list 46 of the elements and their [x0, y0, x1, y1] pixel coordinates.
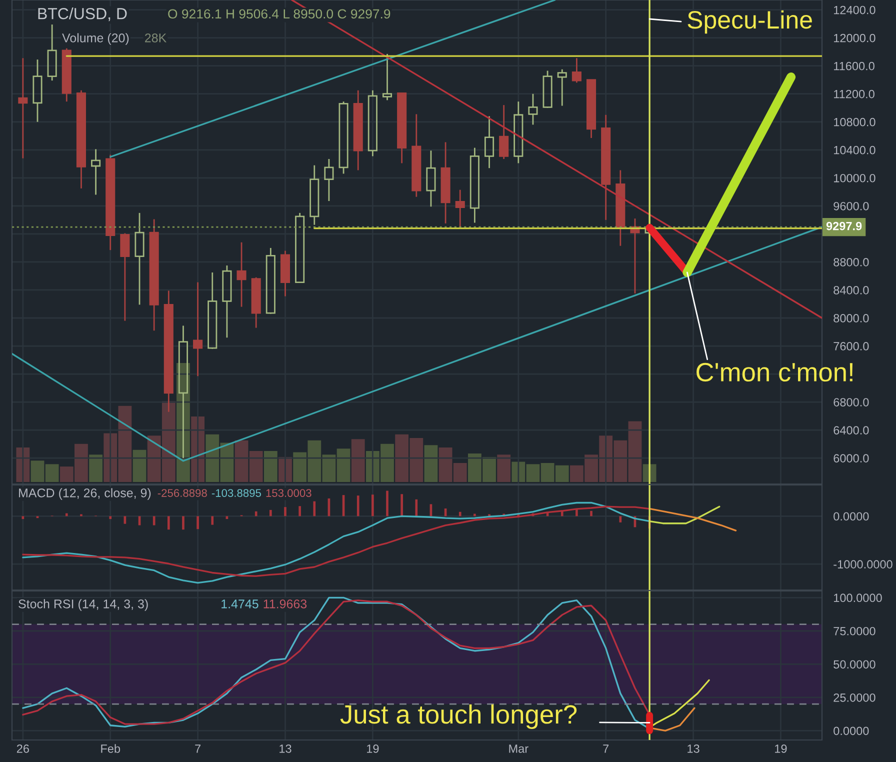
- y-tick-label: 10800.0: [834, 118, 876, 126]
- x-tick-label: 19: [367, 744, 379, 753]
- x-tick-label: 26: [16, 744, 29, 753]
- annotation: -103.8895: [212, 489, 261, 497]
- y-tick-label: 12400.0: [834, 6, 876, 14]
- y-tick-label: 6800.0: [834, 398, 869, 406]
- y-tick-label: 11200.0: [834, 90, 874, 98]
- y-tick-label: 8800.0: [834, 258, 869, 266]
- y-tick-label: 10000.0: [834, 174, 876, 182]
- annotation: 1.4745: [222, 600, 258, 608]
- y-tick-label: 11600.0: [834, 62, 874, 70]
- y-tick-label: -1000.0000: [834, 560, 892, 569]
- x-tick-label: Mar: [509, 744, 528, 753]
- x-tick-label: Feb: [101, 744, 120, 753]
- annotation: C'mon c'mon!: [696, 362, 852, 382]
- annotation: 11.9663: [264, 600, 307, 608]
- x-tick-label: 19: [775, 744, 787, 753]
- y-tick-label: 0.0000: [834, 512, 869, 521]
- y-tick-label: 75.0000: [834, 626, 876, 636]
- y-tick-label: 6400.0: [834, 426, 869, 434]
- y-tick-label: 8400.0: [834, 286, 869, 294]
- x-tick-label: 13: [688, 744, 700, 753]
- annotation: 28K: [145, 34, 166, 42]
- text: O 9216.1 H 9506.4 L 8950.0 C 9297.9: [168, 9, 390, 19]
- chart-title: BTC/USD, D: [38, 8, 127, 22]
- annotation: 153.0003: [266, 489, 312, 497]
- text: Stoch RSI (14, 14, 3, 3): [18, 599, 148, 611]
- chart-title: Volume (20): [62, 33, 129, 45]
- y-tick-label: 8000.0: [834, 314, 869, 322]
- y-tick-label: 12000.0: [834, 34, 876, 42]
- y-tick-label: 25.0000: [834, 693, 876, 702]
- ref-line-label: Specu-Line: [688, 10, 812, 34]
- x-tick-label: 7: [603, 744, 609, 753]
- y-tick-label: 6000.0: [834, 454, 869, 462]
- x-tick-label: 7: [195, 744, 200, 753]
- y-tick-label: 50.0000: [834, 660, 876, 669]
- annotation: -256.8898: [158, 489, 207, 497]
- y-tick-label: 100.0000: [834, 594, 882, 602]
- y-tick-label: 10400.0: [834, 146, 876, 154]
- y-tick-label: 7600.0: [834, 342, 869, 350]
- x-tick-label: 13: [280, 744, 292, 753]
- chart-title: MACD (12, 26, close, 9): [19, 488, 151, 500]
- y-tick-label: 9600.0: [834, 202, 869, 210]
- ref-line-label: 9297.9: [826, 222, 862, 230]
- y-tick-label: 0.0000: [834, 726, 869, 736]
- annotation: Just a touch longer?: [340, 704, 577, 730]
